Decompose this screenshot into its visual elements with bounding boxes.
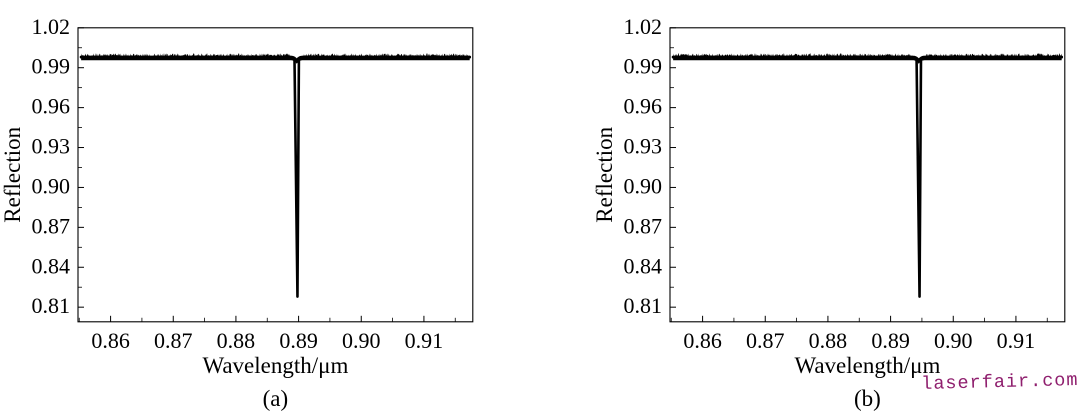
svg-text:0.81: 0.81 (32, 293, 71, 318)
svg-text:0.84: 0.84 (32, 253, 71, 278)
svg-text:0.99: 0.99 (32, 54, 71, 79)
svg-text:laserfair.com: laserfair.com (921, 370, 1079, 395)
svg-text:0.91: 0.91 (405, 328, 444, 353)
svg-text:0.87: 0.87 (746, 328, 785, 353)
svg-text:0.90: 0.90 (342, 328, 381, 353)
svg-text:0.93: 0.93 (32, 134, 71, 159)
svg-text:0.86: 0.86 (683, 328, 722, 353)
svg-text:0.90: 0.90 (934, 328, 973, 353)
svg-text:(b): (b) (854, 386, 881, 411)
svg-text:0.96: 0.96 (624, 94, 663, 119)
svg-text:0.99: 0.99 (624, 54, 663, 79)
svg-text:1.02: 1.02 (32, 14, 71, 39)
svg-text:Reflection: Reflection (592, 126, 617, 222)
svg-text:0.90: 0.90 (32, 173, 71, 198)
svg-text:0.89: 0.89 (279, 328, 318, 353)
svg-text:Reflection: Reflection (0, 126, 25, 222)
svg-text:0.96: 0.96 (32, 94, 71, 119)
svg-text:Wavelength/μm: Wavelength/μm (202, 353, 348, 378)
svg-text:0.89: 0.89 (871, 328, 910, 353)
svg-text:0.86: 0.86 (91, 328, 130, 353)
svg-text:1.02: 1.02 (624, 14, 663, 39)
svg-text:Wavelength/μm: Wavelength/μm (794, 353, 940, 378)
svg-text:0.87: 0.87 (154, 328, 193, 353)
svg-text:0.87: 0.87 (624, 213, 663, 238)
svg-text:0.84: 0.84 (624, 253, 663, 278)
svg-text:0.88: 0.88 (809, 328, 848, 353)
svg-text:0.90: 0.90 (624, 173, 663, 198)
svg-text:0.91: 0.91 (997, 328, 1036, 353)
svg-text:0.93: 0.93 (624, 134, 663, 159)
svg-text:(a): (a) (263, 386, 289, 411)
svg-text:0.88: 0.88 (217, 328, 256, 353)
svg-text:0.81: 0.81 (624, 293, 663, 318)
svg-text:0.87: 0.87 (32, 213, 71, 238)
